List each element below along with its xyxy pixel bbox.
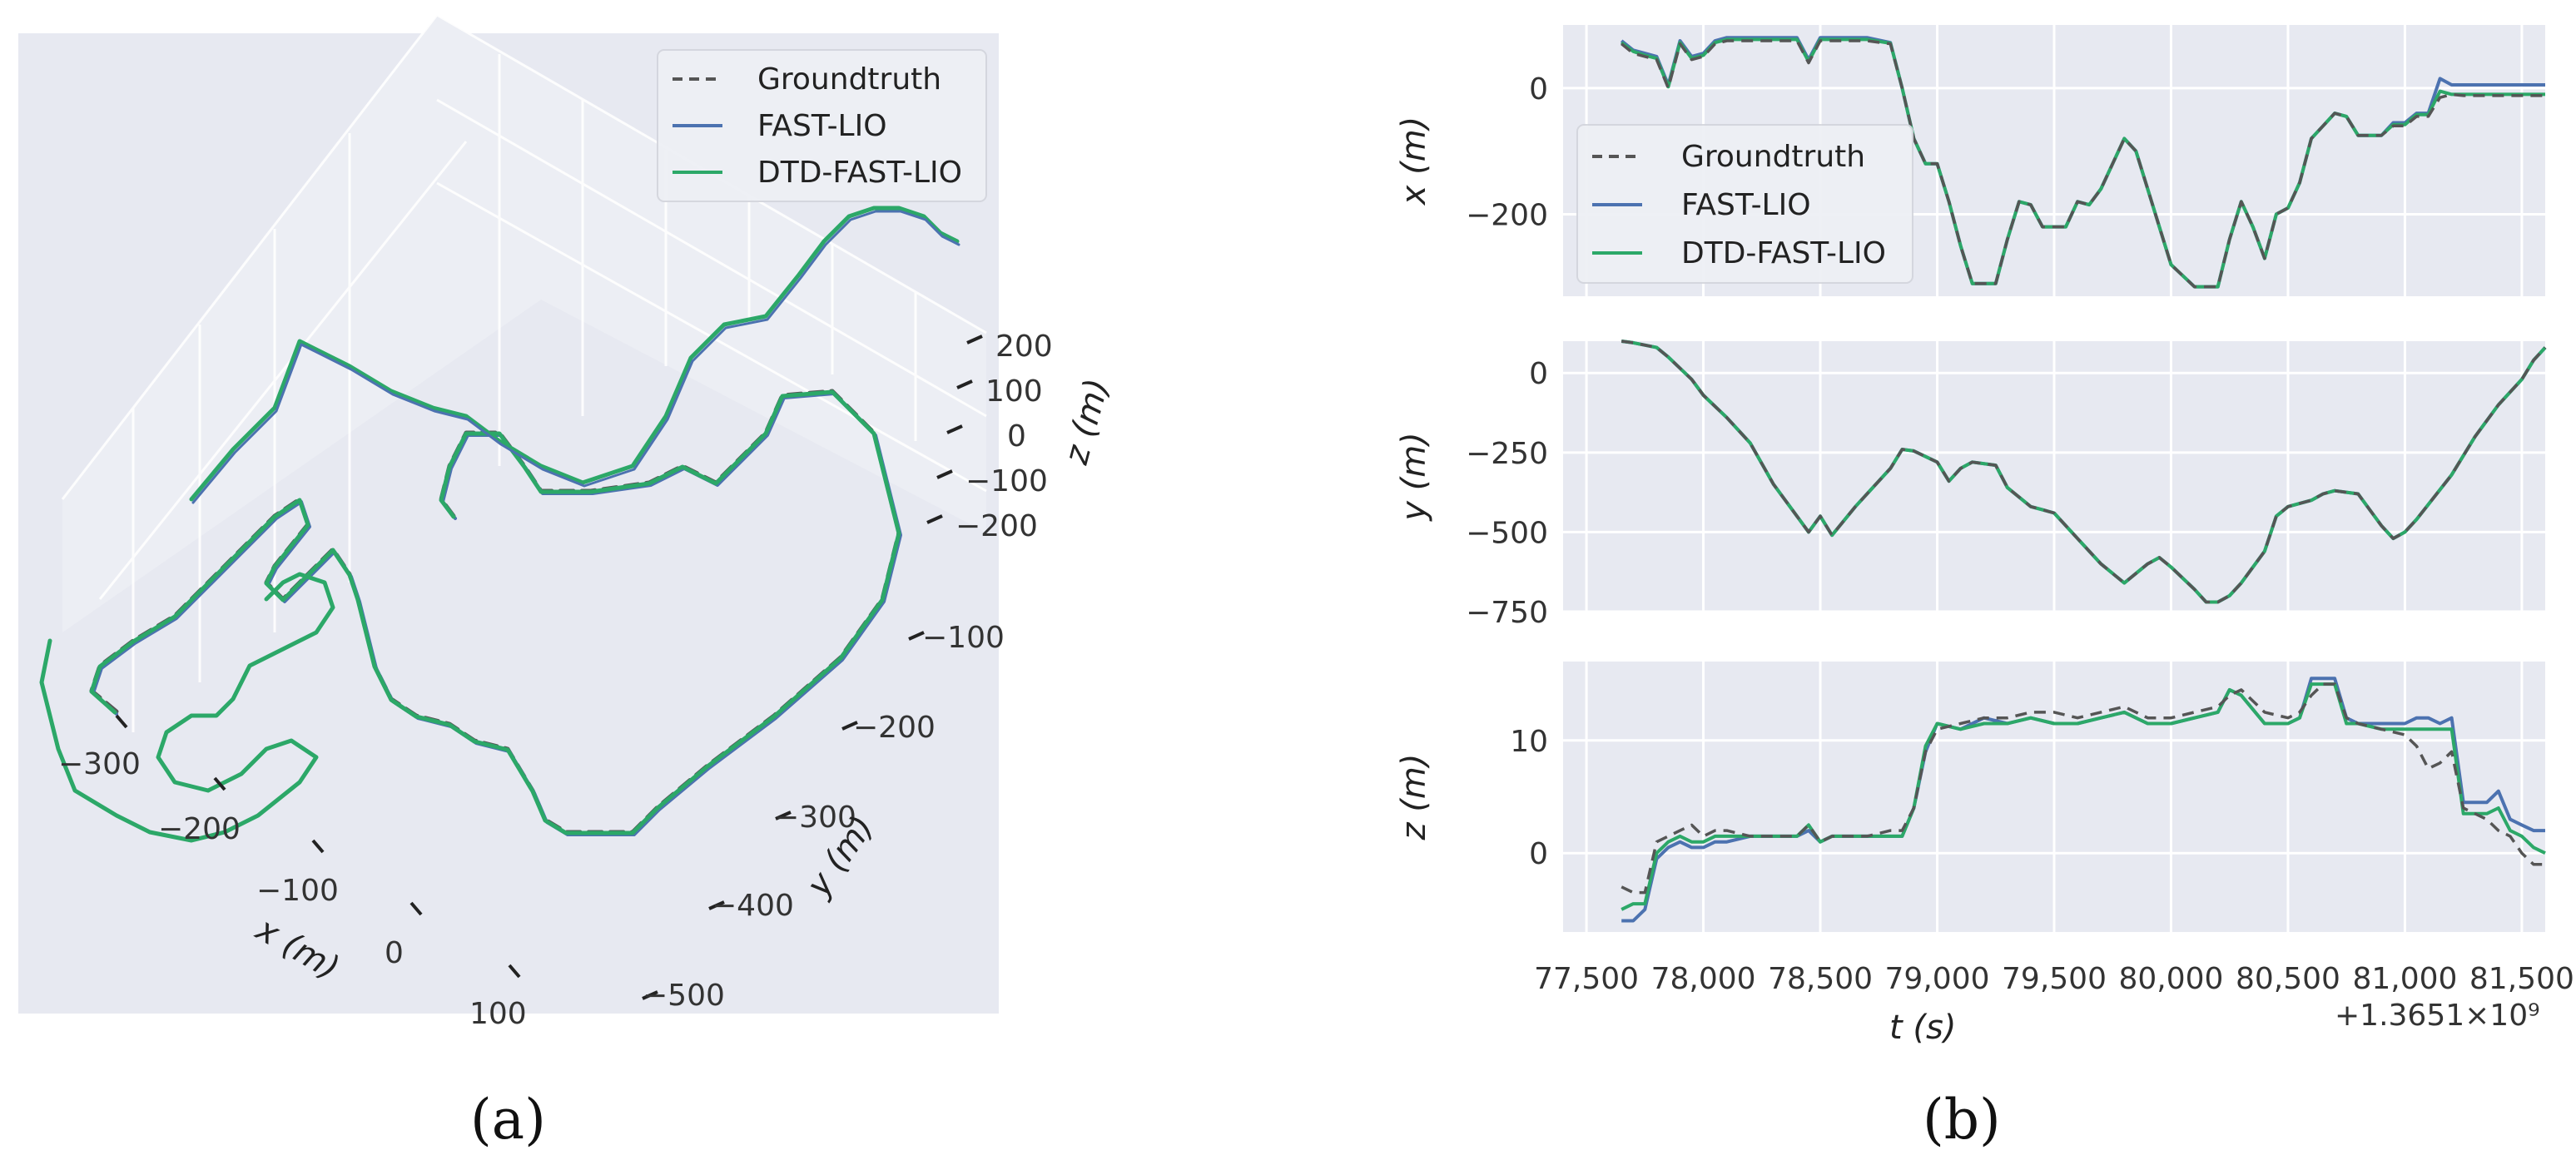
y-tick-neg500: −500 [643,979,725,1013]
panel-a-trajectories [39,206,960,843]
subplot-x-ytick: −200 [1466,198,1548,232]
subplot-y-ylabel: y (m) [1395,432,1433,522]
subplot-x: 0 −200 x (m) [1395,25,2545,296]
panel-b-xtick: 78,500 [1768,962,1873,996]
x-tick-100: 100 [469,997,527,1031]
legend-b-dtd-fast-lio: DTD-FAST-LIO [1681,236,1886,270]
subplot-y-ytick: −750 [1466,596,1548,630]
subplot-z: 10 0 z (m) [1395,662,2546,932]
subplot-y-series-groundtruth [1621,340,2547,604]
x-tick-neg300: −300 [58,747,141,781]
panel-b-legend: Groundtruth FAST-LIO DTD-FAST-LIO [1576,124,1913,284]
traj-left-loop [39,572,335,843]
subplot-z-series-groundtruth [1621,682,2545,895]
panel-b-x-ticks: 77,500 78,000 78,500 79,000 79,500 80,000 80,5… [1534,962,2574,996]
legend-a-dtd-fast-lio: DTD-FAST-LIO [757,156,962,190]
subplot-x-series-groundtruth [1621,39,2545,289]
panel-a-back-pane [62,15,986,632]
panel-b-x-offset: +1.3651×10⁹ [2335,999,2540,1033]
panel-b-xtick: 80,000 [2118,962,2223,996]
subplot-x-ylabel: x (m) [1395,116,1433,207]
panel-b-xtick: 81,000 [2352,962,2457,996]
subplot-z-series-dtd-fast-lio [1621,682,2546,911]
panel-b-x-axis-label: t (s) [1889,1009,1956,1047]
legend-a-groundtruth: Groundtruth [757,62,941,97]
subplot-z-ytick: 0 [1529,837,1548,871]
z-axis-label: z (m) [1057,374,1117,468]
x-tick-neg200: −200 [158,812,241,846]
panel-a-3d-trajectory: 200 100 0 −100 −200 z (m) −100 −200 −300… [18,13,1117,1031]
panel-b-xtick: 77,500 [1534,962,1639,996]
z-tick-neg200: −200 [955,509,1038,543]
traj-top-branch [189,206,960,502]
y-tick-neg300: −300 [774,801,856,835]
panel-b-xtick: 81,500 [2469,962,2574,996]
traj-top-branch-fastlio [191,210,960,504]
traj-dtd-fast-lio [89,389,901,835]
y-tick-neg400: −400 [712,889,794,923]
panel-b-xtick: 80,500 [2236,962,2340,996]
panel-a-legend: Groundtruth FAST-LIO DTD-FAST-LIO [657,49,987,202]
legend-b-fast-lio: FAST-LIO [1681,188,1811,222]
subplot-y-ytick: 0 [1529,357,1548,391]
subplot-z-ylabel: z (m) [1395,754,1433,841]
z-tick-0: 0 [1007,419,1026,454]
x-tick-neg100: −100 [256,874,339,908]
subplot-y: 0 −250 −500 −750 y (m) [1395,340,2547,630]
y-tick-neg100: −100 [922,621,1005,655]
subplot-y-ytick: −250 [1466,437,1548,471]
subplot-x-ytick: 0 [1529,72,1548,107]
legend-b-groundtruth: Groundtruth [1681,140,1865,174]
z-tick-200: 200 [995,330,1053,364]
panel-b-time-series: 0 −200 x (m) 0 −250 −500 −750 y (m) 10 0 z (m) 7… [1395,25,2574,1047]
subplot-z-ytick: 10 [1510,725,1548,759]
subplot-y-ytick: −500 [1466,516,1548,550]
panel-b-xtick: 79,500 [2002,962,2107,996]
caption-a: (a) [470,1088,546,1152]
legend-a-fast-lio: FAST-LIO [757,109,887,143]
z-tick-neg100: −100 [965,464,1048,498]
caption-b: (b) [1923,1088,2001,1152]
panel-b-xtick: 78,000 [1651,962,1756,996]
panel-b-xtick: 79,000 [1885,962,1990,996]
x-tick-0: 0 [385,936,404,970]
y-tick-neg200: −200 [853,711,936,745]
z-tick-100: 100 [985,374,1043,409]
